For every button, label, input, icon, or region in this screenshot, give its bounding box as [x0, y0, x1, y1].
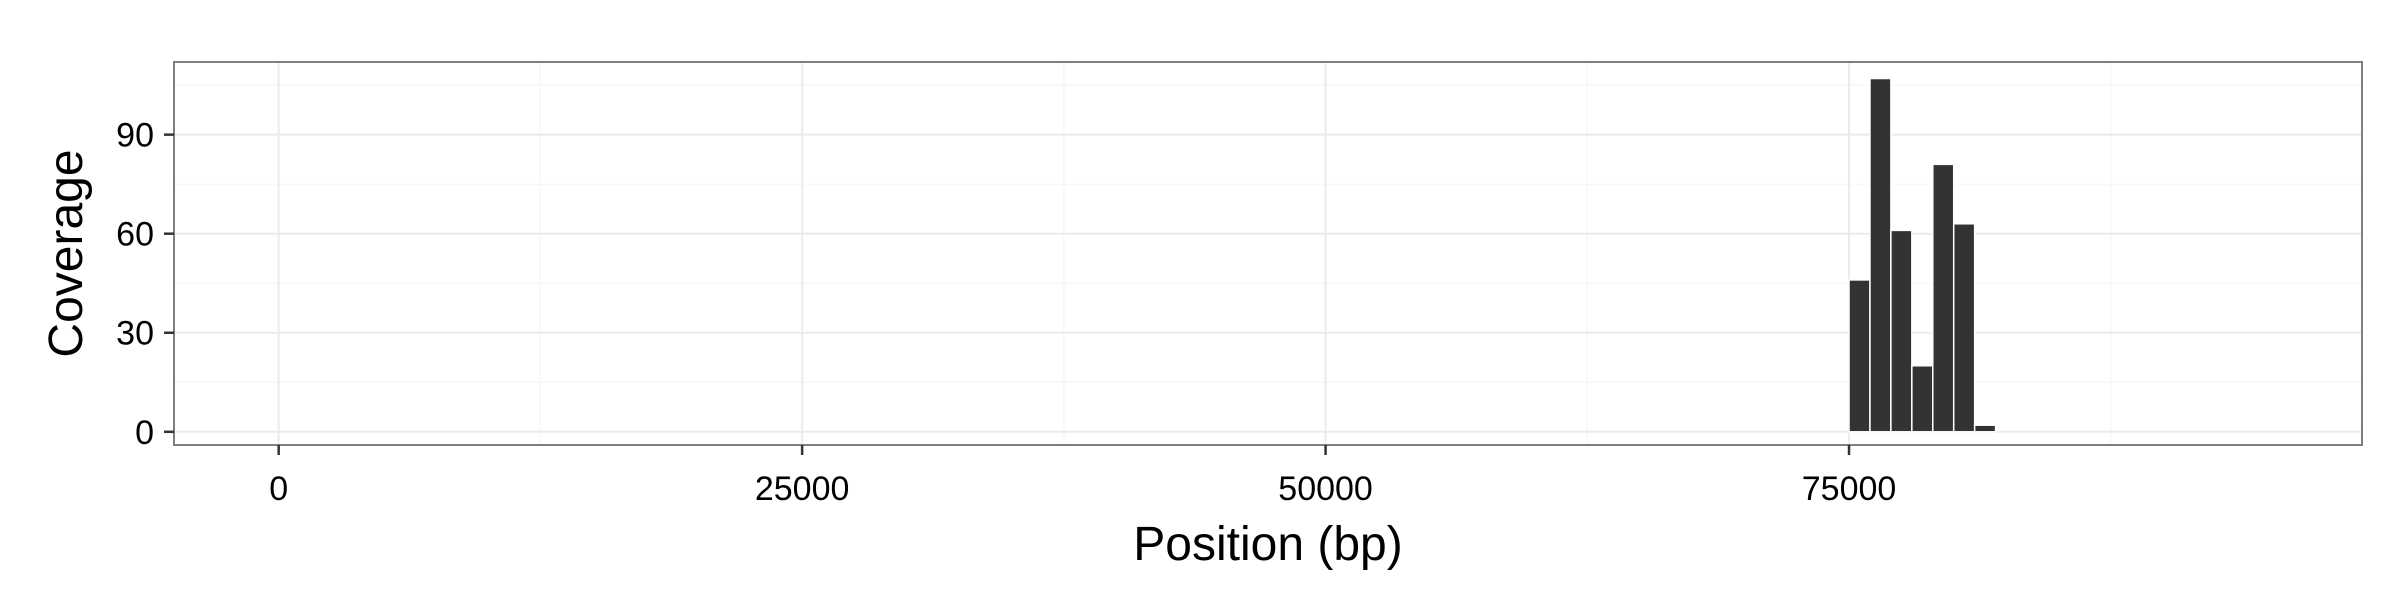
y-tick-label: 30 [116, 315, 154, 353]
plot-panel-border [173, 61, 2363, 446]
y-tick-label: 0 [135, 414, 154, 452]
bar [1869, 77, 1892, 433]
x-tick-label: 50000 [1278, 470, 1373, 508]
bars [1848, 77, 1997, 433]
bar [1952, 223, 1976, 433]
bar [1973, 424, 1997, 433]
bar [1890, 229, 1913, 433]
x-axis-title: Position (bp) [1133, 518, 1402, 571]
bar [1932, 163, 1955, 433]
grid-lines [174, 62, 2362, 445]
bar [1911, 365, 1934, 433]
y-tick-label: 90 [116, 117, 154, 155]
y-axis-title: Coverage [40, 149, 93, 357]
y-tick-label: 60 [116, 216, 154, 254]
bar [1848, 279, 1871, 433]
x-tick-label: 0 [269, 470, 288, 508]
x-tick-label: 25000 [755, 470, 850, 508]
y-axis-ticks: 0 30 60 90 [116, 117, 174, 452]
x-axis-ticks: 0 25000 50000 75000 [269, 445, 1896, 508]
x-tick-label: 75000 [1802, 470, 1897, 508]
